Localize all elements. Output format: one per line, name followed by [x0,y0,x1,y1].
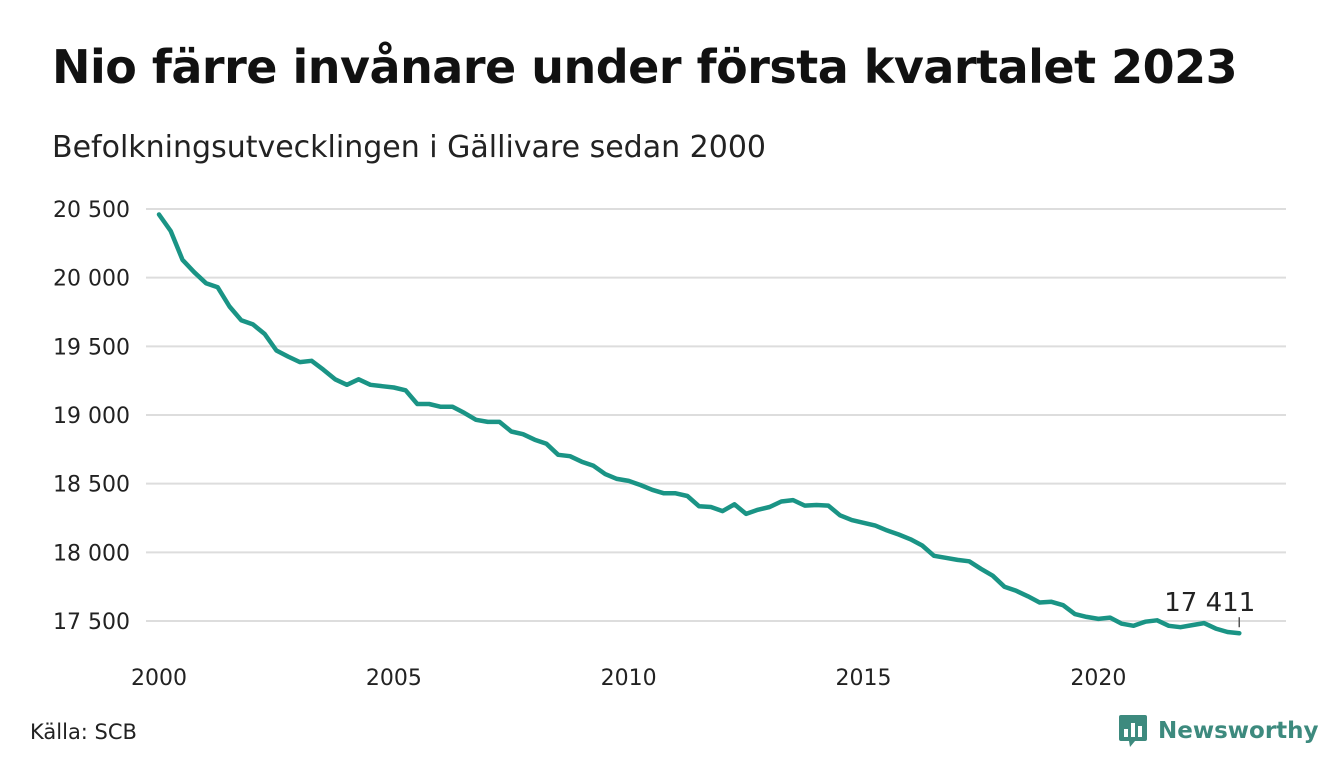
y-axis-tick-labels: 17 500 18 000 18 500 19 000 19 500 20 000 20 5… [53,198,130,635]
x-tick-label: 2000 [131,666,187,691]
series-line [156,212,1242,636]
y-tick-label: 20 500 [53,198,130,223]
y-tick-label: 17 500 [53,610,130,635]
newsworthy-logo-icon [1119,715,1147,747]
y-tick-label: 18 000 [53,541,130,566]
y-tick-label: 18 500 [53,473,130,498]
source-note: Källa: SCB [30,720,137,744]
chart-title: Nio färre invånare under första kvartale… [52,40,1238,94]
end-value-label: 17 411 [1164,588,1255,618]
x-tick-label: 2005 [366,666,422,691]
chart-subtitle: Befolkningsutvecklingen i Gällivare seda… [52,130,767,165]
series-layer [156,212,1242,636]
x-tick-label: 2020 [1070,666,1126,691]
brand-name: Newsworthy [1158,718,1319,744]
gridlines [146,208,1286,622]
x-tick-label: 2015 [836,666,892,691]
x-tick-label: 2010 [601,666,657,691]
y-tick-label: 19 000 [53,404,130,429]
y-tick-label: 20 000 [53,267,130,292]
x-axis-tick-labels: 2000 2005 2010 2015 2020 [131,666,1126,691]
annotations: 17 411 [1164,588,1255,628]
y-tick-label: 19 500 [53,335,130,360]
brand-logo[interactable]: Newsworthy [1118,714,1319,748]
